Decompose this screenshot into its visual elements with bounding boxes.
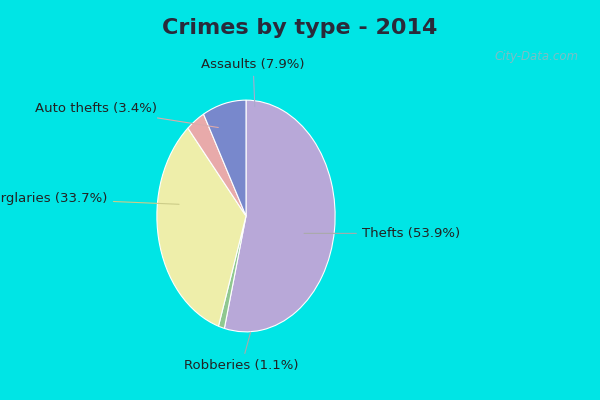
Text: Burglaries (33.7%): Burglaries (33.7%)	[0, 192, 179, 205]
Wedge shape	[157, 128, 246, 326]
Wedge shape	[188, 114, 246, 216]
Wedge shape	[224, 100, 335, 332]
Text: Crimes by type - 2014: Crimes by type - 2014	[163, 18, 437, 38]
Text: Robberies (1.1%): Robberies (1.1%)	[184, 332, 299, 372]
Wedge shape	[218, 216, 246, 328]
Text: Assaults (7.9%): Assaults (7.9%)	[202, 58, 305, 107]
Wedge shape	[203, 100, 246, 216]
Text: Auto thefts (3.4%): Auto thefts (3.4%)	[35, 102, 218, 128]
Text: Thefts (53.9%): Thefts (53.9%)	[304, 227, 460, 240]
Text: City-Data.com: City-Data.com	[494, 50, 578, 63]
